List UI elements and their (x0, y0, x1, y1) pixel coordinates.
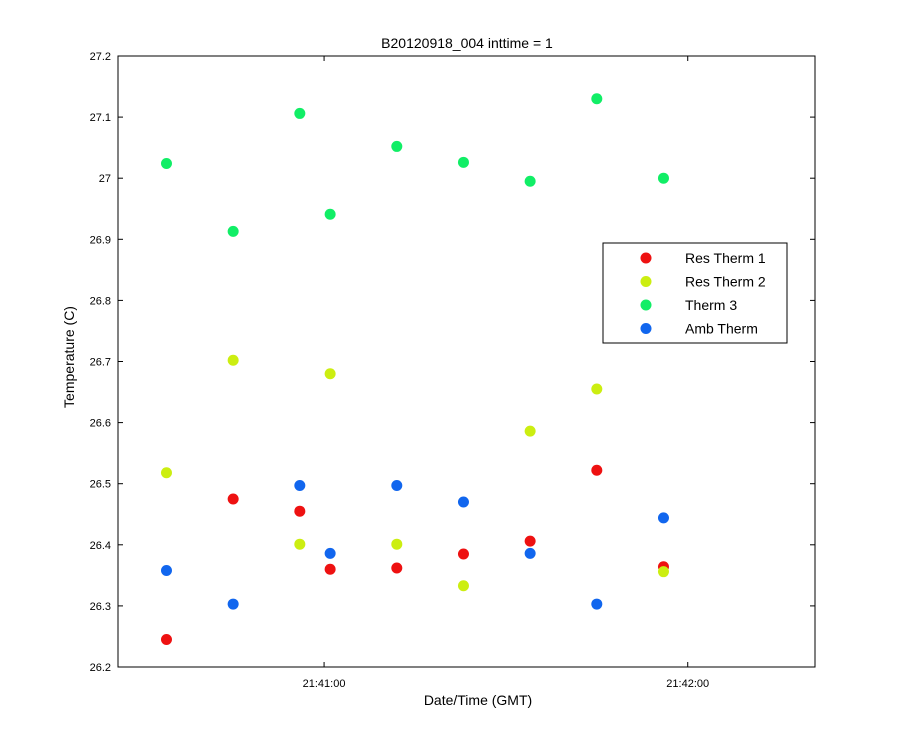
x-tick-label: 21:41:00 (303, 678, 346, 690)
point-therm-3 (161, 158, 172, 169)
point-amb-therm (458, 497, 469, 508)
y-tick-label: 26.6 (90, 418, 111, 430)
legend-marker-res-therm-2 (641, 276, 652, 287)
point-res-therm-1 (391, 563, 402, 574)
point-amb-therm (161, 565, 172, 576)
point-therm-3 (325, 209, 336, 220)
point-therm-3 (391, 141, 402, 152)
legend-marker-amb-therm (641, 323, 652, 334)
point-res-therm-1 (228, 493, 239, 504)
point-res-therm-2 (591, 383, 602, 394)
legend-marker-therm-3 (641, 300, 652, 311)
legend-marker-res-therm-1 (641, 253, 652, 264)
x-axis-title: Date/Time (GMT) (424, 692, 532, 708)
point-res-therm-2 (658, 566, 669, 577)
plot-area (118, 56, 815, 667)
y-tick-label: 26.9 (90, 234, 111, 246)
point-amb-therm (294, 480, 305, 491)
point-res-therm-1 (591, 465, 602, 476)
legend: Res Therm 1 Res Therm 2 Therm 3 Amb Therm (603, 243, 787, 343)
y-tick-label: 27 (99, 173, 111, 185)
legend-label-amb-therm: Amb Therm (685, 321, 758, 337)
point-res-therm-2 (228, 355, 239, 366)
point-amb-therm (591, 599, 602, 610)
point-amb-therm (391, 480, 402, 491)
point-therm-3 (591, 93, 602, 104)
y-tick-label: 26.8 (90, 295, 111, 307)
point-res-therm-2 (161, 467, 172, 478)
point-amb-therm (658, 512, 669, 523)
y-tick-label: 27.2 (90, 51, 111, 63)
y-tick-label: 26.7 (90, 357, 111, 369)
point-res-therm-1 (161, 634, 172, 645)
legend-label-res-therm-2: Res Therm 2 (685, 274, 766, 290)
point-res-therm-1 (294, 506, 305, 517)
point-res-therm-1 (325, 564, 336, 575)
x-tick-label: 21:42:00 (666, 678, 709, 690)
point-res-therm-2 (325, 368, 336, 379)
point-res-therm-2 (294, 539, 305, 550)
legend-label-therm-3: Therm 3 (685, 297, 737, 313)
y-axis-title: Temperature (C) (61, 306, 77, 408)
point-res-therm-1 (458, 548, 469, 559)
y-tick-label: 27.1 (90, 112, 111, 124)
point-amb-therm (325, 548, 336, 559)
chart-title: B20120918_004 inttime = 1 (381, 35, 553, 51)
point-amb-therm (228, 599, 239, 610)
point-therm-3 (658, 173, 669, 184)
y-tick-label: 26.5 (90, 479, 111, 491)
y-tick-label: 26.3 (90, 601, 111, 613)
legend-label-res-therm-1: Res Therm 1 (685, 250, 766, 266)
point-therm-3 (294, 108, 305, 119)
point-amb-therm (525, 548, 536, 559)
point-res-therm-2 (525, 426, 536, 437)
y-tick-label: 26.2 (90, 662, 111, 674)
point-res-therm-1 (525, 536, 536, 547)
point-res-therm-2 (391, 539, 402, 550)
y-tick-label: 26.4 (90, 540, 111, 552)
point-therm-3 (228, 226, 239, 237)
point-therm-3 (458, 157, 469, 168)
point-res-therm-2 (458, 580, 469, 591)
point-therm-3 (525, 176, 536, 187)
